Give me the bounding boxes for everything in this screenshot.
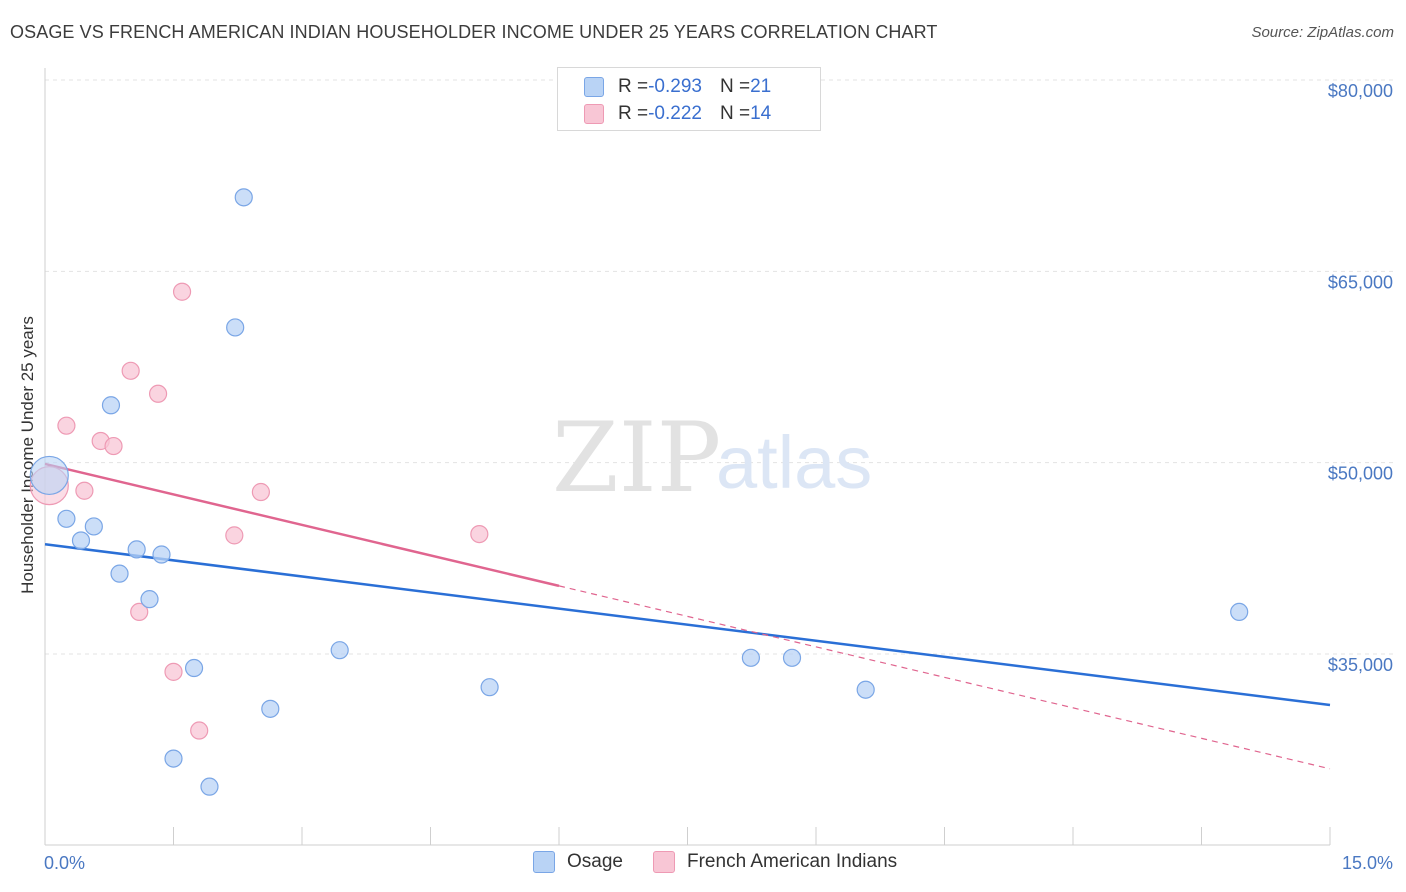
osage-point[interactable] [856, 680, 875, 699]
x-ticks [44, 827, 1331, 845]
osage-point[interactable] [200, 777, 219, 796]
source-credit: Source: ZipAtlas.com [1251, 24, 1394, 41]
trend-line-dashed [558, 585, 1331, 770]
french-american-indians-point[interactable] [470, 524, 489, 544]
trend-lines [44, 462, 1331, 770]
osage-point[interactable] [127, 540, 146, 559]
y-tick-labels: $35,000 $50,000 $65,000 $80,000 [1328, 81, 1393, 675]
french-american-indians-point[interactable] [75, 481, 94, 500]
osage-point[interactable] [84, 517, 103, 536]
osage-legend-label: Osage [567, 851, 623, 872]
osage-swatch [584, 77, 604, 97]
legend-item-french-american-indians[interactable]: French American Indians [653, 851, 897, 873]
y-tick-label: $50,000 [1328, 464, 1393, 484]
french-american-indians-point[interactable] [148, 384, 168, 403]
watermark-atlas: atlas [716, 421, 872, 504]
osage-point[interactable] [234, 188, 253, 207]
n-value: 21 [750, 76, 772, 97]
osage-point[interactable] [57, 509, 76, 528]
french-american-indians-point[interactable] [121, 361, 140, 380]
legend-row-osage: R = -0.293 N = 21 [558, 73, 771, 101]
osage-point[interactable] [110, 564, 129, 583]
series-legend: Osage French American Indians [0, 851, 1406, 879]
osage-point[interactable] [226, 318, 245, 337]
y-tick-label: $65,000 [1328, 272, 1393, 292]
french-american-indians-point[interactable] [104, 436, 123, 456]
osage-point[interactable] [140, 590, 159, 609]
osage-point[interactable] [261, 699, 280, 718]
watermark-zip: ZIP [552, 402, 721, 514]
french-legend-label: French American Indians [687, 851, 898, 872]
n-value: 14 [750, 103, 772, 124]
trend-line [44, 543, 1331, 707]
y-tick-label: $35,000 [1328, 655, 1393, 675]
stats-legend: R = -0.293 N = 21 R = -0.222 N = 14 [557, 67, 821, 131]
french-american-indians-point[interactable] [172, 282, 192, 301]
french-swatch [584, 104, 604, 124]
french-american-indians-point[interactable] [57, 416, 76, 435]
data-points [29, 188, 1249, 796]
r-label: R = [618, 76, 649, 97]
x-tick-label: 0.0% [44, 853, 85, 873]
osage-point[interactable] [164, 749, 183, 768]
osage-point[interactable] [741, 648, 760, 667]
watermark: ZIP atlas [552, 402, 872, 514]
osage-point[interactable] [1230, 602, 1249, 622]
osage-point[interactable] [330, 641, 349, 660]
osage-point[interactable] [101, 396, 121, 415]
gridlines [45, 79, 1393, 655]
french-american-indians-point[interactable] [130, 602, 149, 622]
osage-point[interactable] [480, 678, 499, 697]
r-value: -0.222 [648, 103, 702, 124]
r-value: -0.293 [648, 76, 702, 97]
french-legend-swatch [653, 851, 675, 873]
r-label: R = [618, 103, 649, 124]
legend-item-osage[interactable]: Osage [533, 851, 623, 873]
osage-point[interactable] [152, 545, 171, 564]
y-tick-label: $80,000 [1328, 81, 1393, 101]
osage-point[interactable] [184, 658, 204, 678]
osage-point[interactable] [71, 531, 91, 550]
trend-line-solid [44, 462, 560, 588]
french-american-indians-point[interactable] [225, 526, 244, 545]
osage-legend-swatch [533, 851, 555, 873]
n-label: N = [719, 103, 751, 124]
chart-title: OSAGE VS FRENCH AMERICAN INDIAN HOUSEHOL… [10, 22, 938, 42]
x-tick-label: 15.0% [1342, 853, 1393, 873]
x-tick-labels: 0.0% 15.0% [44, 853, 1393, 873]
osage-point[interactable] [29, 455, 69, 496]
osage-point[interactable] [782, 648, 802, 667]
legend-row-french: R = -0.222 N = 14 [558, 100, 771, 128]
french-american-indians-point[interactable] [164, 662, 183, 681]
n-label: N = [719, 76, 751, 97]
french-american-indians-point[interactable] [190, 721, 209, 740]
french-american-indians-point[interactable] [251, 482, 270, 502]
